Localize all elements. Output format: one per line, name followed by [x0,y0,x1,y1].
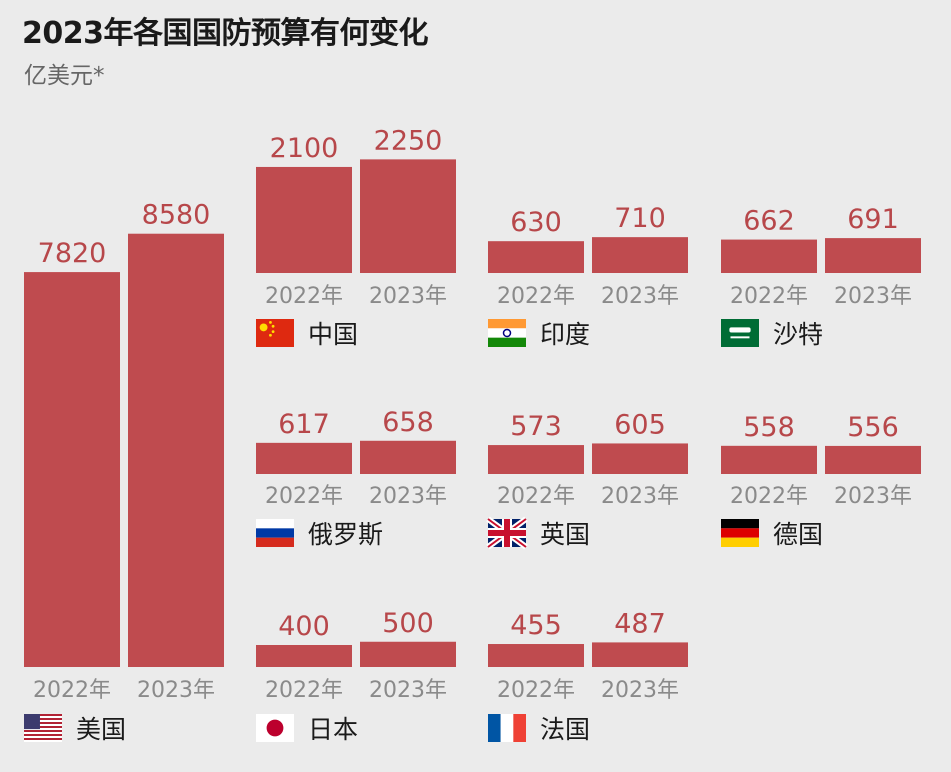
bar-俄罗斯-2022年 [256,442,352,474]
us-flag-icon [24,714,62,742]
bar-俄罗斯-2023年 [360,440,456,474]
japan-flag-icon [256,714,294,742]
year-label: 2023年 [834,284,912,309]
bar-法国-2022年 [488,644,584,667]
value-label: 617 [278,409,330,440]
value-label: 500 [382,608,434,639]
bar-沙特-2022年 [721,239,817,273]
bar-沙特-2023年 [825,238,921,273]
year-label: 2022年 [497,484,575,509]
year-label: 2022年 [265,678,343,703]
unit-label: 亿美元* [24,63,105,89]
bar-英国-2023年 [592,443,688,474]
year-label: 2023年 [369,484,447,509]
france-flag-icon [488,714,526,742]
value-label: 710 [614,203,666,234]
india-flag-icon [488,319,526,347]
year-label: 2023年 [601,284,679,309]
value-label: 691 [847,204,899,235]
value-label: 2100 [270,133,339,164]
country-name: 德国 [773,520,823,549]
country-name: 俄罗斯 [308,520,383,549]
uk-flag-icon [486,516,528,550]
country-name: 美国 [76,715,126,744]
country-name: 法国 [540,715,590,744]
bar-德国-2022年 [721,445,817,474]
value-label: 455 [510,610,562,641]
saudi-flag-icon [721,319,759,347]
country-name: 沙特 [773,320,823,349]
year-label: 2022年 [497,678,575,703]
country-name: 印度 [540,320,590,349]
year-label: 2022年 [497,284,575,309]
bar-法国-2023年 [592,642,688,667]
value-label: 658 [382,407,434,438]
value-label: 8580 [142,200,211,231]
china-flag-icon [256,319,294,347]
year-label: 2022年 [730,284,808,309]
russia-flag-icon [256,519,294,547]
bar-德国-2023年 [825,445,921,474]
chart-title: 2023年各国国防预算有何变化 [22,16,429,51]
value-label: 573 [510,411,562,442]
bar-印度-2022年 [488,241,584,273]
year-label: 2023年 [369,678,447,703]
year-label: 2022年 [730,484,808,509]
bar-美国-2022年 [24,272,120,667]
bar-中国-2022年 [256,166,352,273]
year-label: 2023年 [601,484,679,509]
country-name: 日本 [308,715,358,744]
year-label: 2023年 [834,484,912,509]
value-label: 662 [743,206,795,237]
year-label: 2022年 [33,678,111,703]
bar-英国-2022年 [488,445,584,474]
value-label: 605 [614,409,666,440]
value-label: 556 [847,412,899,443]
bar-日本-2023年 [360,641,456,667]
value-label: 487 [614,608,666,639]
value-label: 2250 [374,125,443,156]
bar-日本-2022年 [256,645,352,667]
value-label: 7820 [38,238,107,269]
year-label: 2023年 [137,678,215,703]
bar-美国-2023年 [128,233,224,667]
bar-印度-2023年 [592,237,688,273]
value-label: 630 [510,207,562,238]
bar-中国-2023年 [360,159,456,273]
germany-flag-icon [721,519,759,547]
year-label: 2022年 [265,484,343,509]
year-label: 2023年 [369,284,447,309]
value-label: 558 [743,412,795,443]
value-label: 400 [278,611,330,642]
year-label: 2023年 [601,678,679,703]
year-label: 2022年 [265,284,343,309]
country-name: 英国 [540,520,590,549]
country-name: 中国 [308,320,358,349]
